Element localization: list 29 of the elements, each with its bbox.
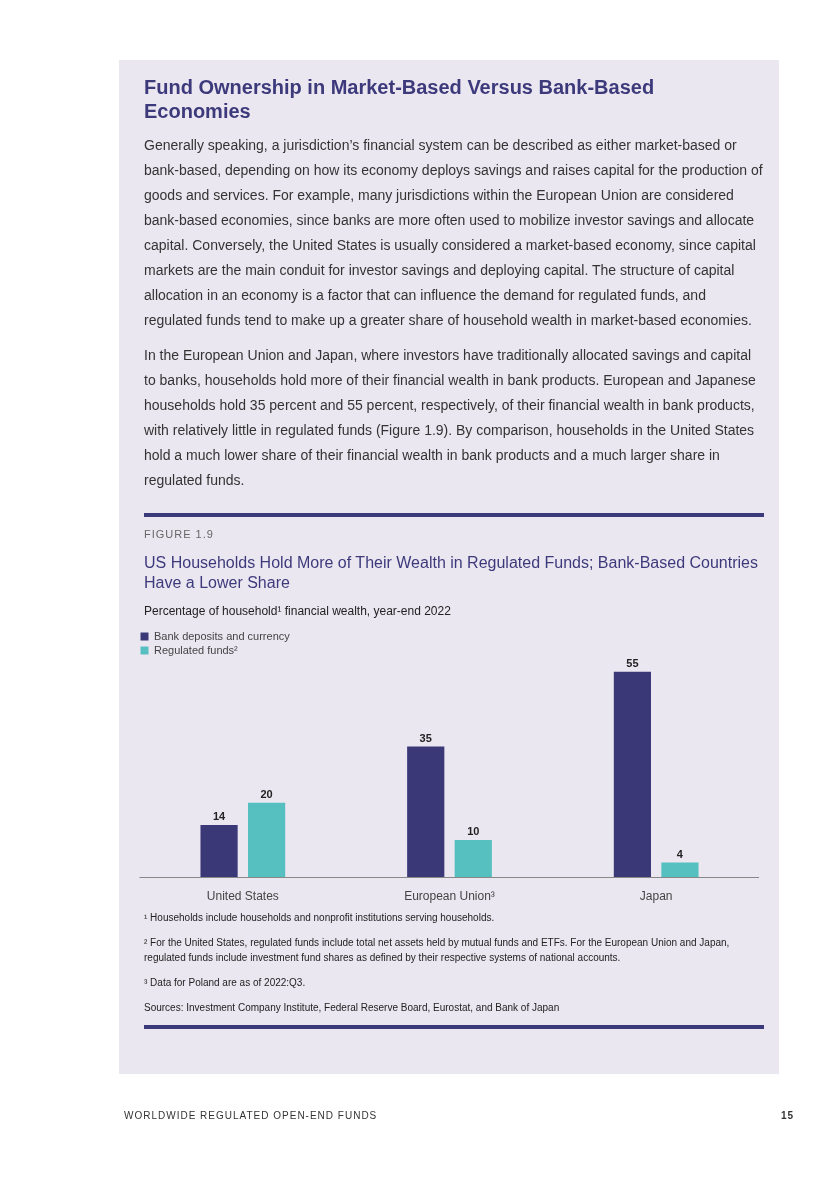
bar bbox=[200, 824, 238, 878]
data-label: 55 bbox=[626, 656, 639, 669]
caption: FIGURE 1.9 bbox=[144, 527, 214, 542]
bar bbox=[454, 839, 492, 878]
bar bbox=[661, 862, 699, 878]
text: In the European Union and Japan, where investors have traditionally allocated savings and capital to banks, households hold more of their financial wealth in bank products. European and Japanese households hold 35 percent and 55 percent, respectively, of their financial wealth in bank products, with relatively little in regulated funds (Figure 1.9). By comparison, households in the United States hold a much lower share of their financial wealth in bank products and a much larger share in regulated funds. bbox=[144, 346, 757, 490]
bar bbox=[407, 746, 445, 878]
text: WORLDWIDE REGULATED OPEN-END FUNDS bbox=[124, 1108, 378, 1123]
text: Fund Ownership in Market-Based Versus Bank-Based Economies bbox=[144, 75, 656, 123]
chart-subtitle: Percentage of household¹ financial wealth, year-end 2022 bbox=[144, 602, 451, 620]
bar bbox=[248, 802, 286, 878]
legend-label: Regulated funds² bbox=[154, 643, 238, 656]
data-label: 14 bbox=[212, 809, 227, 822]
bar bbox=[613, 671, 651, 878]
text: Generally speaking, a jurisdiction’s financial system can be described as either market-based or bank-based, depending on how its economy deploys savings and raises capital for the production of goods and services. For example, many jurisdictions within the European Union are considered bank-based economies, since banks are more often used to mobilize investor savings and allocate capital. Conversely, the United States is usually considered a market-based economy, since capital markets are the main conduit for investor savings and deploying capital. The structure of capital allocation in an economy is a factor that can influence the demand for regulated funds, and regulated funds tend to make up a greater share of household wealth in market-based economies. bbox=[144, 136, 764, 330]
source-note: Sources: Investment Company Institute, Federal Reserve Board, Eurostat, and Bank of Japan bbox=[144, 1000, 560, 1015]
chart-title: US Households Hold More of Their Wealth in Regulated Funds; Bank-Based Countries Have a Lower Share bbox=[144, 552, 759, 593]
text: 15 bbox=[780, 1108, 794, 1123]
x-tick-label: European Union³ bbox=[404, 888, 495, 903]
data-label: 35 bbox=[419, 731, 432, 744]
legend-label: Bank deposits and currency bbox=[154, 629, 290, 642]
data-label: 10 bbox=[467, 824, 480, 837]
text: ¹ Households include households and nonprofit institutions serving households. bbox=[144, 910, 495, 925]
text: ² For the United States, regulated funds include total net assets held by mutual funds and ETFs. For the European Union and Japan, regulated funds include investment fund shares as defined by their respective systems of national accounts. bbox=[144, 935, 731, 965]
x-tick-label: Japan bbox=[639, 888, 673, 903]
text: ³ Data for Poland are as of 2022:Q3. bbox=[144, 975, 306, 990]
data-label: 20 bbox=[260, 787, 273, 800]
data-label: 4 bbox=[676, 847, 684, 860]
x-tick-label: United States bbox=[206, 888, 279, 903]
